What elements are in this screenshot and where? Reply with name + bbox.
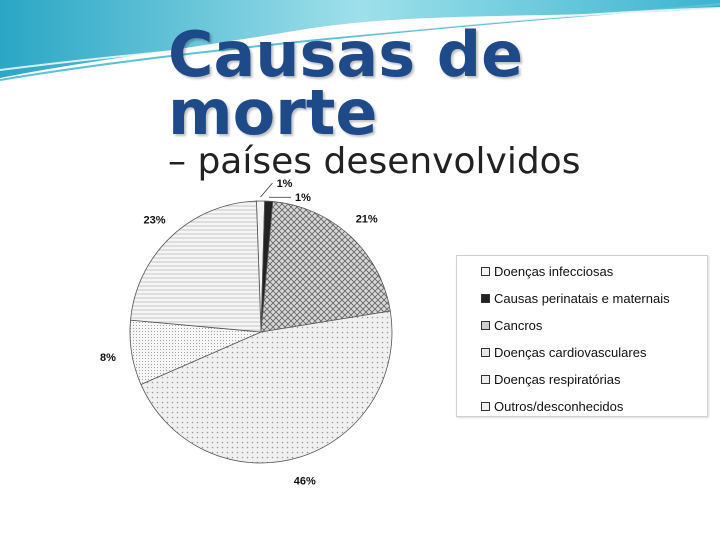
- pie-leader-line-0: [260, 182, 273, 198]
- legend-item-0: Doenças infecciosas: [481, 262, 613, 280]
- legend-item-5: Outros/desconhecidos: [481, 397, 623, 415]
- page-title-line1: Causas de: [168, 18, 524, 91]
- legend-swatch-0: [481, 266, 490, 276]
- legend-label-1: Causas perinatais e maternais: [494, 290, 670, 306]
- legend-item-3: Doenças cardiovasculares: [481, 343, 646, 361]
- legend-label-4: Doenças respiratórias: [494, 371, 621, 387]
- pie-slice-2: [260, 201, 391, 333]
- page-title-line2: morte: [168, 76, 378, 149]
- legend-item-2: Cancros: [481, 316, 542, 334]
- banner-decoration: [0, 0, 720, 81]
- pie-data-label-3: 46%: [294, 476, 316, 488]
- legend-swatch-3: [481, 347, 490, 357]
- legend-swatch-1: [481, 293, 490, 303]
- pie-data-label-1: 1%: [295, 192, 311, 204]
- legend-label-0: Doenças infecciosas: [494, 263, 614, 279]
- legend-label-3: Doenças cardiovasculares: [494, 344, 647, 360]
- pie-data-label-4: 8%: [100, 352, 116, 364]
- legend-swatch-4: [481, 374, 490, 384]
- legend-swatch-5: [481, 401, 490, 411]
- pie-slice-3: [140, 310, 393, 464]
- legend-swatch-2: [481, 320, 490, 330]
- page-subtitle: – países desenvolvidos: [168, 141, 581, 182]
- legend-label-5: Outros/desconhecidos: [494, 398, 624, 414]
- pie-data-label-0: 1%: [277, 178, 293, 190]
- legend-label-2: Cancros: [494, 317, 543, 333]
- pie-data-label-2: 21%: [356, 214, 378, 226]
- legend-item-4: Doenças respiratórias: [481, 370, 620, 388]
- pie-data-label-5: 23%: [143, 214, 165, 226]
- pie-slice-5: [130, 200, 262, 333]
- legend-item-1: Causas perinatais e maternais: [481, 289, 670, 307]
- chart-legend: Doenças infecciosas Causas perinatais e m…: [456, 255, 708, 417]
